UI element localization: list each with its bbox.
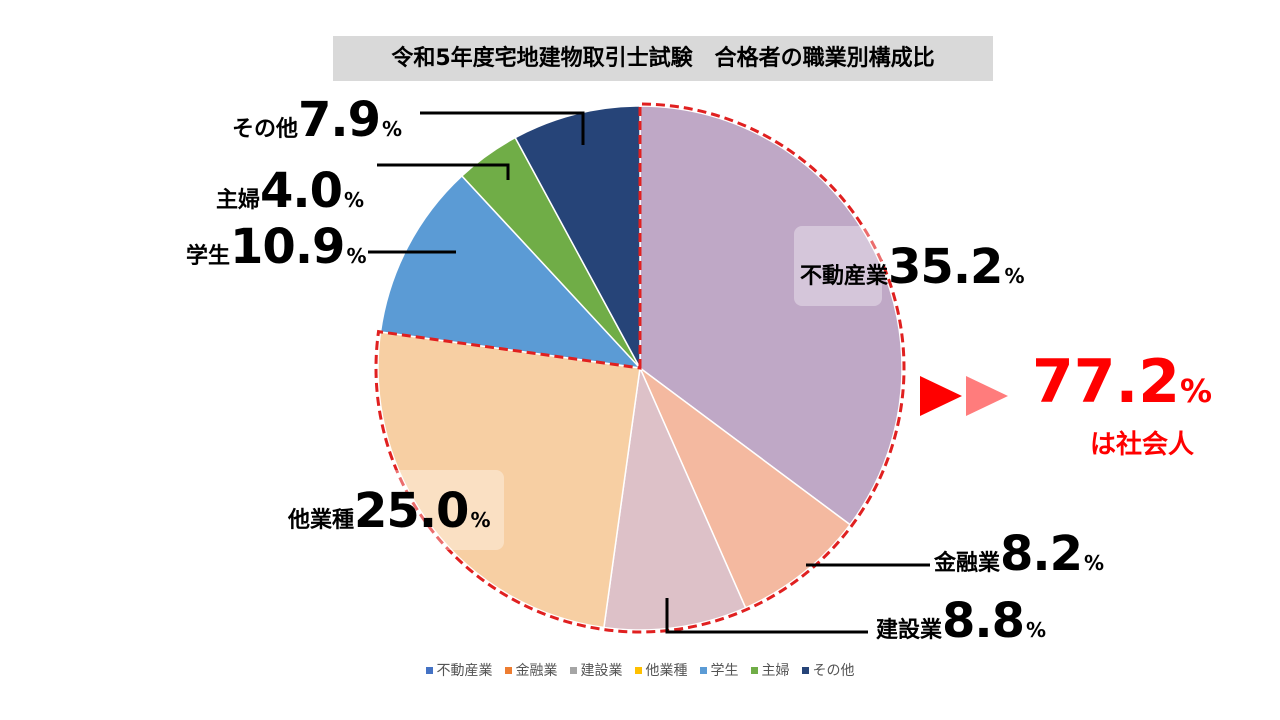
- slice-label-name: その他: [232, 117, 299, 142]
- legend-item-3: 他業種: [634, 660, 688, 680]
- legend-label: 不動産業: [436, 663, 493, 679]
- pie-slice-0: [639, 105, 903, 526]
- chart-title: 令和5年度宅地建物取引士試験 合格者の職業別構成比: [333, 36, 993, 81]
- slice-label-0: 不動産業 35.2%: [800, 243, 1025, 291]
- slice-label-name: 主婦: [216, 188, 261, 213]
- legend-label: 金融業: [515, 663, 558, 679]
- pie-slice-3: [377, 331, 641, 629]
- slice-label-value: 25.0: [354, 483, 469, 539]
- pie-slice-2: [603, 365, 747, 631]
- pie-slice-4: [379, 174, 642, 370]
- legend-item-1: 金融業: [504, 660, 558, 680]
- slice-label-value: 8.2: [1000, 526, 1083, 582]
- legend-label: 主婦: [761, 663, 790, 679]
- legend-label: 学生: [710, 663, 739, 679]
- highlight-outline: [374, 102, 906, 634]
- label-background-0: [794, 226, 882, 306]
- legend-swatch: [634, 666, 642, 674]
- legend-label: 他業種: [645, 663, 688, 679]
- pie-slice-1: [638, 365, 852, 609]
- slice-label-percent: %: [344, 188, 365, 212]
- legend-swatch: [699, 666, 707, 674]
- leader-line-1: [377, 163, 510, 180]
- slice-label-percent: %: [346, 244, 367, 268]
- legend-label: その他: [812, 663, 855, 679]
- slice-label-6: その他 7.9%: [232, 96, 402, 144]
- legend-swatch: [801, 666, 809, 674]
- slice-label-value: 8.8: [942, 593, 1025, 649]
- legend: 不動産業 金融業 建設業 他業種 学生 主婦 その他: [0, 660, 1280, 680]
- slice-label-value: 7.9: [298, 92, 381, 148]
- slice-label-3: 他業種 25.0%: [288, 487, 491, 535]
- slice-label-name: 金融業: [934, 551, 1001, 576]
- summary-callout: 77.2% は社会人: [920, 352, 1212, 462]
- legend-label: 建設業: [580, 663, 623, 679]
- leader-line-0: [420, 111, 585, 145]
- slice-label-percent: %: [1084, 551, 1105, 575]
- slice-label-name: 他業種: [288, 508, 355, 533]
- summary-value: 77.2%: [1032, 347, 1213, 417]
- slice-label-name: 不動産業: [800, 264, 889, 289]
- legend-item-2: 建設業: [569, 660, 623, 680]
- summary-text: は社会人: [1090, 430, 1195, 460]
- legend-swatch: [504, 666, 512, 674]
- slice-label-1: 金融業 8.2%: [934, 530, 1104, 578]
- label-background-1: [368, 470, 504, 550]
- slice-label-value: 10.9: [230, 219, 345, 275]
- slice-label-value: 35.2: [888, 239, 1003, 295]
- legend-item-6: その他: [801, 660, 855, 680]
- leader-line-4: [665, 598, 868, 634]
- legend-swatch: [569, 666, 577, 674]
- slice-label-5: 主婦 4.0%: [216, 167, 364, 215]
- slice-label-value: 4.0: [260, 163, 343, 219]
- slice-label-percent: %: [470, 508, 491, 532]
- legend-swatch: [425, 666, 433, 674]
- legend-item-4: 学生: [699, 660, 739, 680]
- slice-label-percent: %: [382, 117, 403, 141]
- slice-label-2: 建設業 8.8%: [876, 597, 1046, 645]
- pie-chart: [368, 102, 930, 634]
- slice-label-name: 建設業: [876, 618, 943, 643]
- slice-label-percent: %: [1026, 618, 1047, 642]
- legend-swatch: [750, 666, 758, 674]
- legend-item-0: 不動産業: [425, 660, 493, 680]
- slice-label-name: 学生: [186, 244, 231, 269]
- slice-label-4: 学生 10.9%: [186, 223, 367, 271]
- double-arrow-icon: [920, 376, 1008, 416]
- slice-label-percent: %: [1004, 264, 1025, 288]
- legend-item-5: 主婦: [750, 660, 790, 680]
